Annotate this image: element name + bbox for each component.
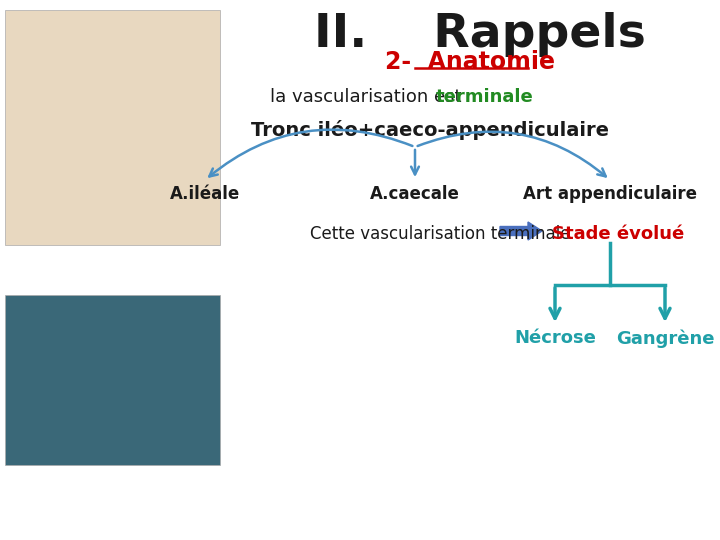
Text: 2-  Anatomie: 2- Anatomie — [385, 50, 555, 74]
FancyBboxPatch shape — [5, 295, 220, 465]
FancyArrow shape — [500, 222, 542, 240]
Text: la vascularisation est: la vascularisation est — [270, 88, 467, 106]
Text: II.    Rappels: II. Rappels — [314, 12, 646, 57]
Text: Gangrène: Gangrène — [616, 329, 714, 348]
Text: A.iléale: A.iléale — [170, 185, 240, 203]
FancyBboxPatch shape — [5, 10, 220, 245]
Text: terminale: terminale — [436, 88, 534, 106]
Text: Stade évolué: Stade évolué — [552, 225, 684, 243]
Text: Nécrose: Nécrose — [514, 329, 596, 347]
Text: Tronc iléo+caeco-appendiculaire: Tronc iléo+caeco-appendiculaire — [251, 120, 609, 140]
Text: Cette vascularisation terminale: Cette vascularisation terminale — [310, 225, 570, 243]
Text: A.caecale: A.caecale — [370, 185, 460, 203]
Text: Art appendiculaire: Art appendiculaire — [523, 185, 697, 203]
